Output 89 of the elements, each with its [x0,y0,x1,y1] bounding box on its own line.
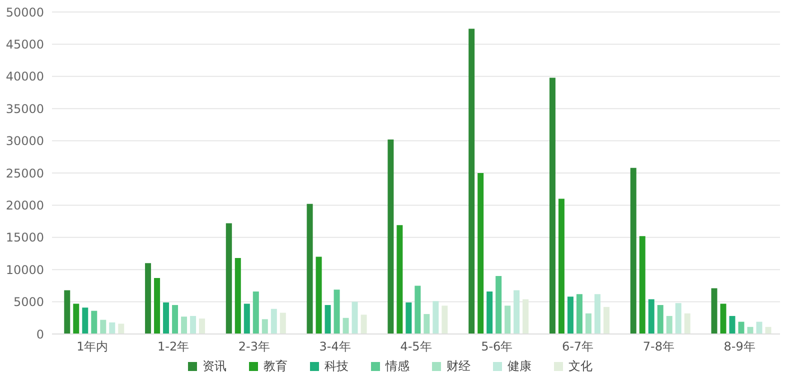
bar [306,204,313,334]
bar [711,288,718,334]
y-tick-label: 30000 [6,134,44,148]
bar [199,318,206,334]
y-tick-label: 10000 [6,262,44,277]
bar [720,304,726,334]
x-tick-label: 2-3年 [238,340,270,354]
y-tick-label: 20000 [6,198,44,212]
bar [639,236,646,334]
bar [504,306,511,334]
y-tick-label: 25000 [6,166,44,180]
legend-label: 情感 [386,358,410,375]
bar [234,258,241,334]
legend-label: 健康 [508,358,532,375]
bar [414,286,421,334]
bar [396,225,403,334]
bar [684,313,690,334]
bar [145,263,152,334]
y-tick-label: 5000 [13,295,44,310]
bar [666,316,672,334]
bar [765,326,772,334]
y-tick-label: 45000 [6,37,44,52]
bar [729,316,736,334]
y-tick-label: 15000 [6,230,44,245]
bar [163,302,170,334]
bar [576,294,582,334]
bar [190,316,196,334]
bar [280,312,286,334]
bar [478,173,484,334]
bar [585,313,592,334]
bar [262,319,268,334]
bar [226,223,232,334]
bar [496,276,502,334]
bar [657,305,664,334]
legend-label: 财经 [446,358,470,375]
bar [118,324,124,334]
y-tick-label: 50000 [6,5,44,20]
bar [424,314,430,334]
bar [514,290,520,334]
bar [342,318,349,334]
bar [181,316,188,334]
bar [603,306,610,334]
legend-label: 教育 [264,358,288,375]
y-tick-label: 35000 [6,102,44,116]
bar [360,314,367,334]
x-tick-label: 7-8年 [642,340,674,354]
bar [486,291,493,334]
bar [100,320,106,334]
bar [91,310,98,334]
bar [756,322,762,334]
bar [738,322,744,334]
bar [549,78,556,334]
bar [334,290,340,334]
x-tick-label: 1-2年 [158,340,190,354]
bar [270,308,277,334]
bar [388,140,394,334]
bar [154,278,160,334]
bar [567,296,574,334]
bar [82,308,88,334]
bar [316,256,322,334]
x-tick-label: 6-7年 [562,340,594,354]
bar [324,305,331,334]
legend-label: 科技 [324,358,348,375]
bar [244,304,250,334]
bar [73,304,80,334]
x-tick-label: 4-5年 [400,340,432,354]
bar [64,290,70,334]
bar [675,303,682,334]
bar [432,301,439,334]
x-tick-label: 1年内 [76,340,108,354]
bar [109,322,116,334]
bar [648,299,654,334]
bar [352,302,358,334]
bar [630,168,636,334]
bar [406,302,412,334]
bar [172,305,178,334]
bar [558,198,564,334]
legend-label: 资讯 [202,358,226,375]
x-tick-label: 5-6年 [481,340,513,354]
bar [252,291,259,334]
bar [594,294,600,334]
bar [747,326,754,334]
x-tick-label: 3-4年 [319,340,351,354]
legend-label: 文化 [568,358,592,375]
x-tick-label: 8-9年 [724,340,756,354]
y-tick-label: 40000 [6,70,44,84]
bar [442,306,448,334]
y-tick-label: 0 [36,327,44,342]
bar [468,28,475,334]
